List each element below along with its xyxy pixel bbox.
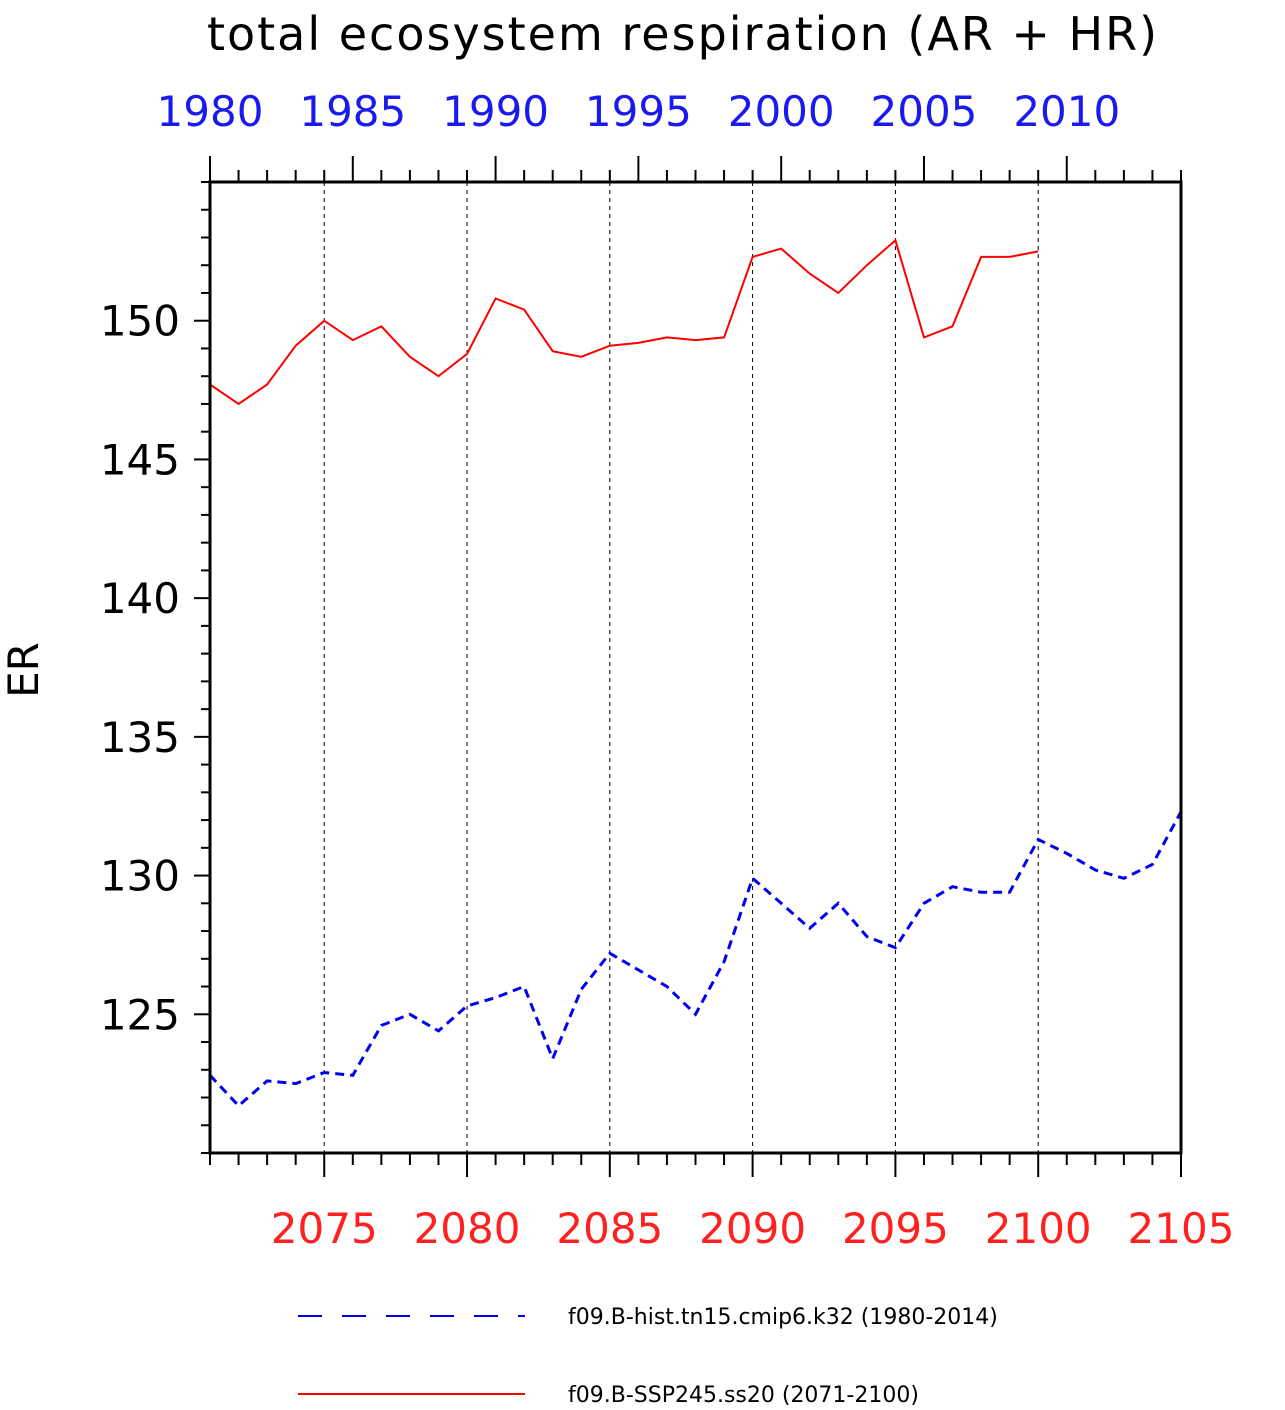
legend-label: f09.B-hist.tn15.cmip6.k32 (1980-2014) xyxy=(568,1305,998,1330)
x-bottom-tick-label: 2085 xyxy=(556,1204,663,1253)
x-bottom-tick-label: 2095 xyxy=(842,1204,949,1253)
series-line xyxy=(208,811,1183,1108)
x-top-tick-label: 2000 xyxy=(728,87,835,136)
plot-area: 125 130 135 140 145 150 2075 2080 2085 2090 2095 21… xyxy=(100,87,1235,1253)
plot-frame xyxy=(208,180,1183,1155)
y-tick-label: 145 xyxy=(100,435,180,484)
y-axis-label: ER xyxy=(0,642,48,698)
y-tick-label: 140 xyxy=(100,574,180,623)
chart-title: total ecosystem respiration (AR + HR) xyxy=(207,7,1159,61)
y-tick-label: 125 xyxy=(100,990,180,1039)
x-bottom-tick-label: 2080 xyxy=(414,1204,521,1253)
y-tick-label: 130 xyxy=(100,852,180,901)
y-tick-label: 135 xyxy=(100,713,180,762)
x-bottom-tick-label: 2075 xyxy=(271,1204,378,1253)
x-top-tick-label: 1985 xyxy=(299,87,406,136)
x-top-tick-label: 1990 xyxy=(442,87,549,136)
series-line xyxy=(209,238,1039,406)
x-top-tick-label: 2005 xyxy=(871,87,978,136)
y-tick-label: 150 xyxy=(100,297,180,346)
x-bottom-tick-label: 2105 xyxy=(1128,1204,1235,1253)
legend: f09.B-hist.tn15.cmip6.k32 (1980-2014) f09… xyxy=(298,1305,998,1408)
x-top-tick-label: 2010 xyxy=(1013,87,1120,136)
x-top-tick-label: 1980 xyxy=(157,87,264,136)
legend-label: f09.B-SSP245.ss20 (2071-2100) xyxy=(568,1383,919,1408)
x-bottom-tick-label: 2090 xyxy=(699,1204,806,1253)
x-bottom-tick-label: 2100 xyxy=(985,1204,1092,1253)
x-top-tick-label: 1995 xyxy=(585,87,692,136)
